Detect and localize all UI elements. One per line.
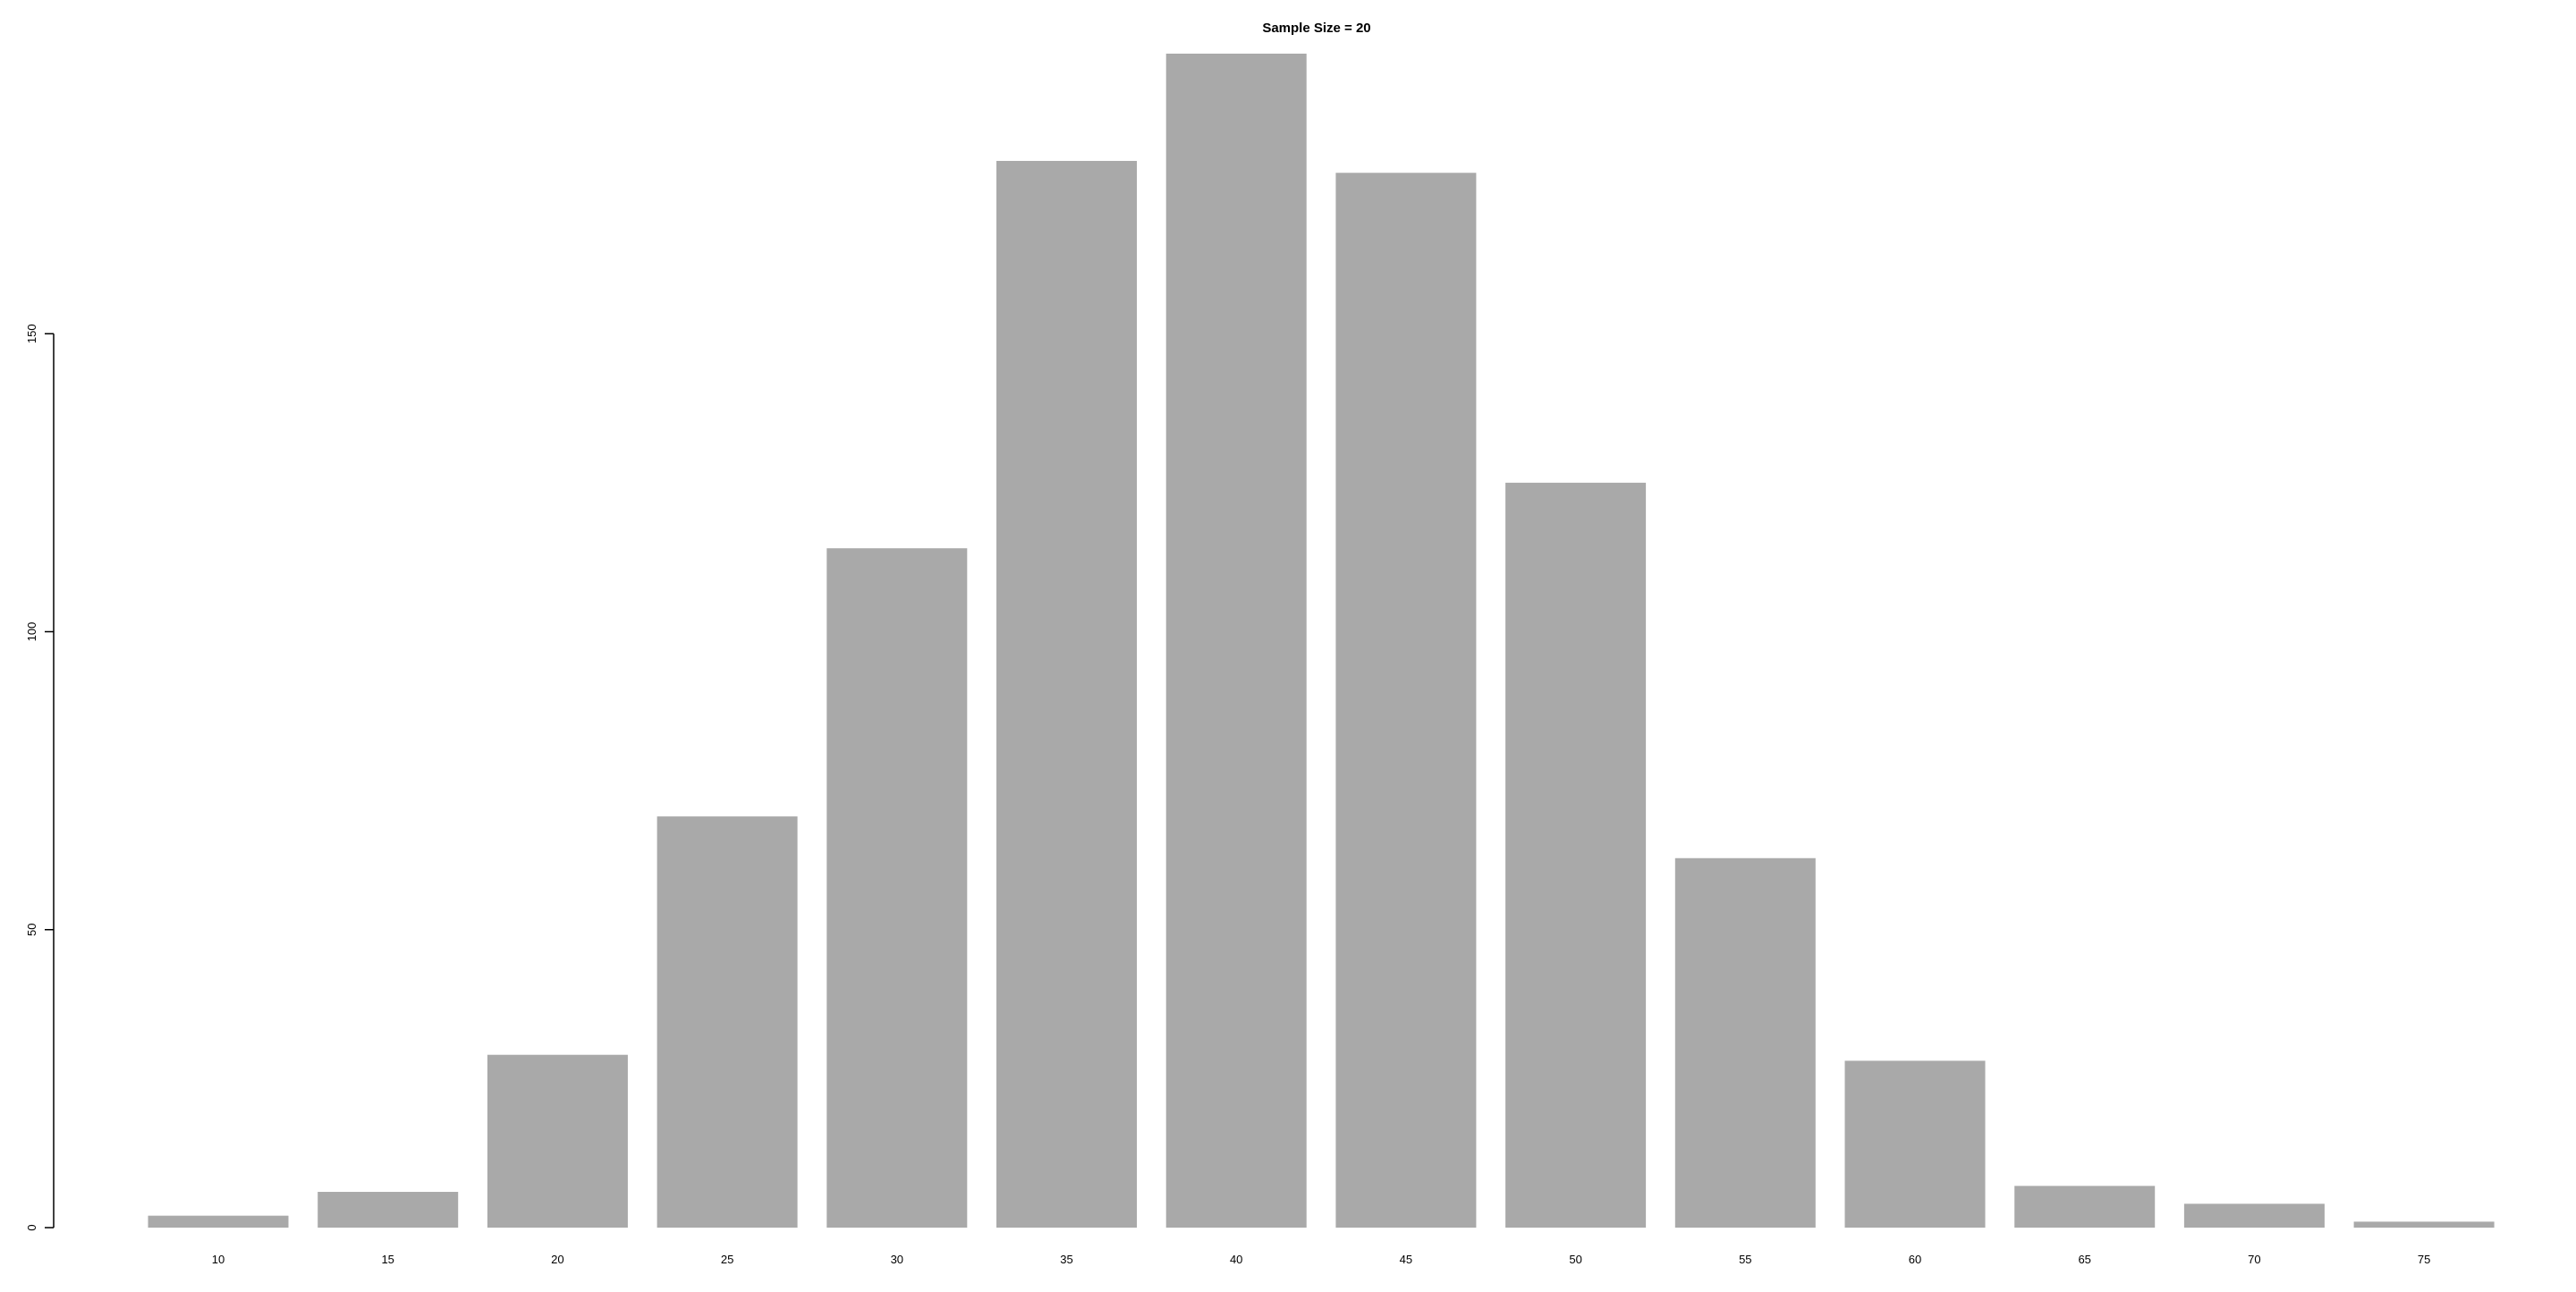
- x-tick-label: 25: [721, 1253, 733, 1266]
- bar-70: [2183, 1203, 2325, 1228]
- bar-20: [487, 1054, 628, 1228]
- x-tick-label: 15: [381, 1253, 394, 1266]
- y-tick-label: 50: [25, 924, 38, 936]
- y-tick-label: 150: [25, 324, 38, 343]
- x-tick-labels: 10 15 20 25 30 35 40 45 50 55 60 65 70 75: [212, 1253, 2431, 1266]
- x-tick-label: 60: [1909, 1253, 1921, 1266]
- x-tick-label: 40: [1230, 1253, 1242, 1266]
- x-tick-label: 35: [1060, 1253, 1072, 1266]
- x-tick-label: 45: [1400, 1253, 1412, 1266]
- bar-10: [148, 1215, 289, 1228]
- x-tick-label: 70: [2248, 1253, 2260, 1266]
- x-tick-label: 55: [1739, 1253, 1751, 1266]
- bar-50: [1505, 482, 1647, 1228]
- x-tick-label: 20: [551, 1253, 564, 1266]
- y-tick-label: 100: [25, 622, 38, 642]
- bar-25: [657, 816, 798, 1228]
- x-tick-label: 65: [2078, 1253, 2090, 1266]
- bar-75: [2353, 1221, 2495, 1228]
- bar-65: [2014, 1186, 2156, 1228]
- bar-15: [318, 1192, 459, 1228]
- x-tick-label: 30: [891, 1253, 903, 1266]
- bar-45: [1335, 173, 1477, 1228]
- y-tick-label: 0: [25, 1224, 38, 1230]
- y-axis: 0 50 100 150: [25, 324, 55, 1231]
- bar-30: [826, 548, 968, 1228]
- bar-55: [1674, 857, 1816, 1228]
- bars-group: [148, 54, 2495, 1229]
- x-tick-label: 75: [2418, 1253, 2430, 1266]
- chart-title: Sample Size = 20: [1262, 21, 1370, 36]
- bar-35: [996, 160, 1137, 1229]
- x-tick-label: 10: [212, 1253, 225, 1266]
- x-tick-label: 50: [1569, 1253, 1581, 1266]
- bar-60: [1844, 1060, 1986, 1228]
- bar-40: [1165, 54, 1307, 1228]
